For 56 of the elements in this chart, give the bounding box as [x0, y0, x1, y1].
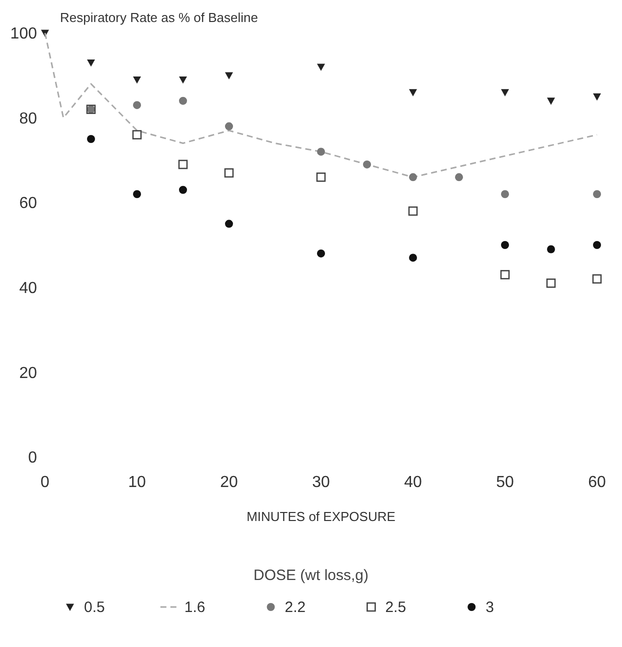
point: [501, 190, 509, 198]
y-tick-label: 20: [19, 364, 38, 382]
point: [501, 241, 509, 249]
x-tick-label: 0: [40, 474, 50, 491]
point: [133, 76, 141, 84]
point: [592, 274, 602, 284]
point: [547, 245, 555, 254]
point: [455, 173, 463, 182]
legend-label: 2.2: [284, 599, 306, 616]
point: [133, 190, 141, 198]
point: [179, 76, 187, 84]
legend-label: 3: [486, 599, 494, 616]
y-tick-label: 100: [10, 26, 38, 43]
point: [363, 160, 371, 168]
point: [225, 72, 233, 80]
point: [593, 93, 601, 101]
point: [547, 98, 555, 105]
x-tick-label: 60: [588, 474, 606, 491]
y-tick-label: 60: [19, 195, 38, 212]
point: [317, 148, 325, 156]
point: [593, 241, 601, 249]
point: [132, 130, 142, 140]
point: [500, 270, 510, 280]
x-tick-label: 40: [404, 474, 422, 491]
legend-label: 0.5: [84, 599, 105, 616]
point: [501, 89, 509, 96]
point: [408, 206, 418, 216]
point: [225, 122, 233, 130]
point: [87, 135, 95, 143]
x-tick-label: 20: [220, 474, 238, 491]
point: [178, 160, 188, 170]
point: [317, 64, 325, 71]
point: [409, 254, 417, 262]
point: [546, 278, 556, 288]
y-tick-label: 0: [28, 450, 38, 467]
point: [317, 249, 325, 258]
point: [316, 172, 326, 182]
point: [593, 190, 601, 198]
x-tick-label: 30: [312, 474, 330, 491]
legend-label: 2.5: [385, 599, 406, 616]
point: [225, 220, 233, 228]
legend-title: DOSE (wt loss,g): [253, 567, 369, 584]
point: [224, 168, 234, 178]
chart-title: Respiratory Rate as % of Baseline: [60, 10, 258, 25]
y-tick-label: 40: [19, 280, 38, 297]
point: [409, 173, 417, 182]
point: [133, 101, 141, 110]
x-tick-label: 10: [128, 474, 146, 491]
x-axis-title: MINUTES of EXPOSURE: [246, 509, 396, 524]
point: [179, 96, 187, 105]
point: [179, 186, 187, 194]
legend-label: 1.6: [184, 599, 206, 616]
x-tick-label: 50: [496, 474, 514, 491]
y-tick-label: 80: [19, 110, 38, 128]
point: [87, 59, 95, 67]
point: [409, 89, 417, 96]
